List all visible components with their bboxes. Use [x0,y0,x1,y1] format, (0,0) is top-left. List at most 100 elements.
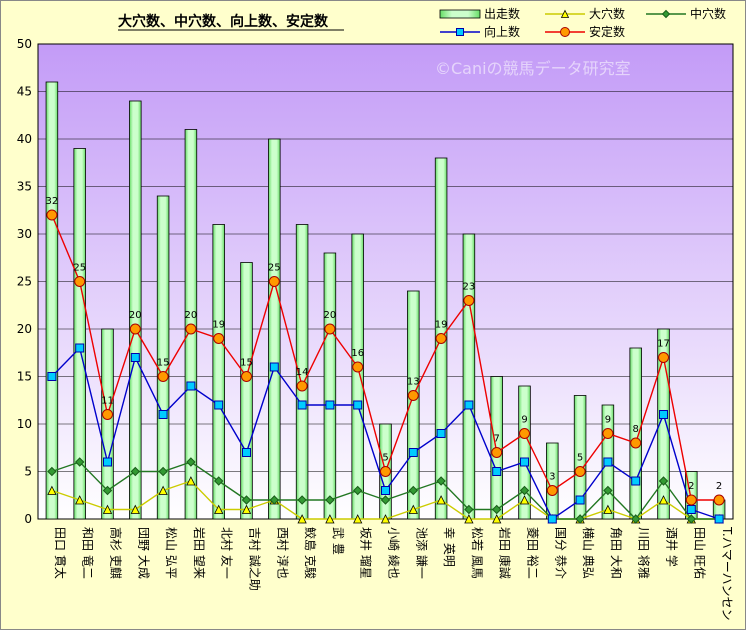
point-安定数 [102,409,113,420]
point-安定数 [46,209,58,221]
point-向上数 [214,400,224,410]
point-大穴数 [297,514,307,524]
legend-marker-大穴数 [560,9,570,18]
data-label: 2 [716,481,722,492]
bar [657,328,670,520]
x-tick-label: 岩田 康誠 [498,527,513,579]
bar [323,252,337,520]
point-向上数 [547,514,557,524]
data-label: 9 [605,415,611,426]
watermark-text: ©Caniの競馬データ研究室 [435,59,631,78]
point-安定数 [491,447,503,458]
x-tick-label: 西村 淳也 [275,527,290,579]
data-label: 11 [101,396,114,407]
y-tick-label: 50 [17,37,32,51]
point-中穴数 [519,485,530,496]
point-大穴数 [102,504,113,514]
x-tick-label: 角田 大和 [609,527,623,579]
point-向上数 [186,381,196,391]
x-tick-label: 菱田 裕二 [526,527,541,579]
point-安定数 [213,333,225,344]
data-label: 32 [46,196,59,207]
point-大穴数 [380,514,391,524]
point-向上数 [436,429,446,438]
x-tick-label: 川田 将雅 [637,527,652,579]
bar [156,195,170,520]
y-tick-label: 20 [17,322,32,336]
data-label: 25 [268,263,281,274]
point-安定数 [630,437,642,449]
x-tick-label: 団野 大成 [136,527,150,579]
legend-marker-向上数 [456,28,464,36]
point-向上数 [603,457,613,467]
point-安定数 [602,428,614,439]
point-中穴数 [686,514,697,524]
point-向上数 [75,343,85,353]
point-向上数 [353,400,363,410]
point-向上数 [520,457,529,467]
point-大穴数 [408,504,418,514]
point-安定数 [463,295,475,306]
point-中穴数 [158,466,168,477]
data-label: 19 [212,320,225,331]
point-安定数 [713,494,725,506]
x-tick-label: 横山 典弘 [581,527,595,579]
point-大穴数 [603,504,613,514]
x-tick-label: 和田 竜二 [81,527,95,579]
bar [101,328,114,520]
point-大穴数 [47,485,57,495]
data-label: 25 [73,263,86,274]
x-tick-label: 武 豊 [331,527,345,555]
point-大穴数 [75,495,85,505]
point-安定数 [241,371,252,382]
point-向上数 [686,505,696,514]
point-安定数 [519,428,530,439]
legend-swatch-出走数 [439,9,481,19]
y-tick-label: 35 [17,180,32,194]
point-向上数 [492,467,502,476]
data-label: 19 [435,320,448,331]
point-大穴数 [158,485,168,495]
x-tick-label: 松山 弘平 [164,527,178,579]
x-tick-label: 酒井 学 [665,527,680,567]
point-向上数 [297,400,307,410]
y-tick-label: 0 [24,512,32,526]
point-安定数 [574,466,586,477]
data-label: 3 [549,472,555,483]
point-向上数 [714,514,724,524]
point-安定数 [352,361,364,373]
x-tick-label: 国分 恭介 [553,527,567,579]
point-大穴数 [519,495,530,505]
y-tick-label: 30 [17,227,32,241]
data-label: 16 [351,348,364,359]
bar [407,290,420,520]
bar [129,100,142,520]
point-安定数 [380,466,391,477]
legend-label: 安定数 [589,24,625,39]
data-label: 5 [577,453,583,464]
point-中穴数 [658,476,669,486]
point-大穴数 [492,514,502,524]
x-tick-label: 小崎 綾也 [387,527,402,579]
point-大穴数 [353,514,363,524]
point-中穴数 [269,495,280,505]
point-中穴数 [630,514,641,524]
point-中穴数 [102,485,113,496]
point-中穴数 [130,466,141,477]
x-tick-label: 北村 友一 [220,527,234,579]
point-中穴数 [186,457,196,467]
point-向上数 [103,457,112,467]
legend-label: 中穴数 [690,6,726,21]
point-安定数 [296,380,308,392]
legend-marker-安定数 [560,27,570,37]
point-向上数 [130,353,140,362]
data-label: 20 [129,310,142,321]
point-中穴数 [408,485,419,496]
bar [518,385,531,520]
point-安定数 [435,333,447,344]
chart-title: 大穴数、中穴数、向上数、安定数 [118,13,329,30]
x-tick-label: 高杉 吏麒 [109,527,124,579]
data-label: 13 [407,377,420,388]
